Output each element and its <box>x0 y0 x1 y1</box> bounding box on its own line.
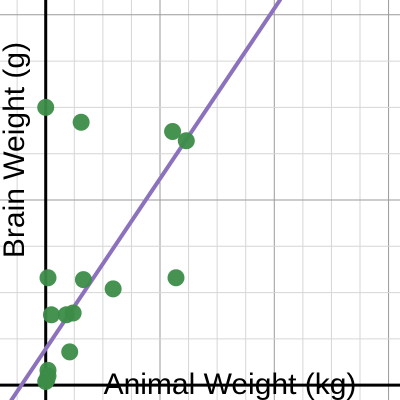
data-point <box>37 98 55 116</box>
data-point <box>74 271 92 289</box>
data-point <box>104 280 122 298</box>
data-point <box>37 372 55 390</box>
data-point <box>167 269 185 287</box>
data-point <box>39 269 57 287</box>
data-point <box>42 306 60 324</box>
data-point <box>64 304 82 322</box>
trendline-layer <box>9 0 282 400</box>
data-point <box>164 122 182 140</box>
trendline <box>9 0 282 400</box>
x-axis-title: Animal Weight (kg) <box>104 368 357 400</box>
y-axis-title: Brain Weight (g) <box>0 42 31 258</box>
data-point <box>61 343 79 361</box>
data-point <box>72 113 90 131</box>
data-point <box>177 132 195 150</box>
points-layer <box>37 98 195 390</box>
